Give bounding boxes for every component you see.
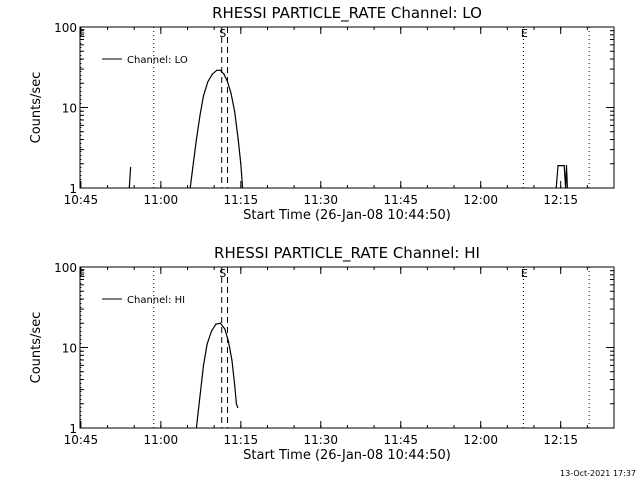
chart-title: RHESSI PARTICLE_RATE Channel: HI [214,244,480,263]
marker-label: S [219,27,226,40]
data-point [192,166,194,169]
x-tick-label: 11:45 [383,193,418,207]
x-tick-label: 12:00 [463,193,498,207]
data-point [237,138,239,141]
series-line [128,167,132,189]
marker-label: E [78,27,85,40]
marker-label: E [521,27,528,40]
data-point [226,80,229,83]
data-point [128,187,130,189]
data-point [240,163,242,165]
x-tick-label: 11:45 [383,433,418,447]
data-point [234,383,236,385]
data-point [216,69,218,71]
data-point [237,406,239,409]
data-point [235,403,237,405]
data-point [566,187,568,189]
marker-label: E [521,267,528,280]
y-tick-label: 10 [62,342,77,356]
data-point [207,80,209,83]
y-tick-label: 1 [69,422,77,436]
data-point [202,364,205,366]
x-tick-label: 10:45 [64,433,99,447]
y-tick-label: 1 [69,182,77,196]
data-point [223,73,225,75]
series-line [195,322,239,429]
legend-entry: Channel: LO [127,55,188,66]
y-tick-label: 10 [62,102,77,116]
data-point [199,395,201,397]
x-tick-label: 12:15 [543,193,578,207]
data-point [195,427,197,429]
data-point [564,187,567,189]
data-point [231,359,233,361]
data-point [202,95,205,97]
marker-label: E [78,267,85,280]
data-point [130,166,132,169]
y-tick-label: 100 [54,21,77,35]
footer-timestamp: 13-Oct-2021 17:37 [560,469,636,478]
series-line [555,165,568,189]
data-point [224,328,226,330]
data-point [227,340,229,342]
data-point [234,110,236,112]
x-tick-label: 11:15 [224,193,259,207]
chart-panel-hi: RHESSI PARTICLE_RATE Channel: HI 10:45 11:… [29,244,615,463]
legend-entry: Channel: HI [127,295,185,306]
data-point [555,187,557,189]
data-point [195,138,197,141]
data-point [199,114,201,116]
x-tick-label: 11:00 [144,193,179,207]
data-point [219,69,221,71]
y-axis-label: Counts/sec [29,312,44,384]
y-axis-label: Counts/sec [29,72,44,144]
data-point [219,322,221,324]
data-point [215,323,217,325]
data-point [563,164,565,167]
x-tick-label: 11:30 [303,193,338,207]
x-axis-label: Start Time (26-Jan-08 10:44:50) [243,208,451,223]
x-tick-label: 12:00 [463,433,498,447]
data-point [206,343,208,345]
marker-label: S [219,267,226,280]
chart-title: RHESSI PARTICLE_RATE Channel: LO [212,4,482,23]
data-point [565,164,568,167]
plot-frame [79,26,615,189]
data-point [230,92,232,94]
data-point [241,187,244,189]
data-point [557,164,559,167]
series-line [189,69,244,189]
x-tick-label: 12:15 [543,433,578,447]
data-point [210,330,213,332]
y-tick-label: 100 [54,261,77,275]
x-tick-label: 11:15 [224,433,259,447]
x-tick-label: 11:00 [144,433,179,447]
x-axis-label: Start Time (26-Jan-08 10:44:50) [243,448,451,463]
data-point [211,73,213,75]
data-point [189,187,191,189]
x-tick-label: 10:45 [64,193,99,207]
chart-panel-lo: RHESSI PARTICLE_RATE Channel: LO 10:45 11:… [29,4,615,223]
plot-frame [79,266,615,429]
x-tick-label: 11:30 [303,433,338,447]
